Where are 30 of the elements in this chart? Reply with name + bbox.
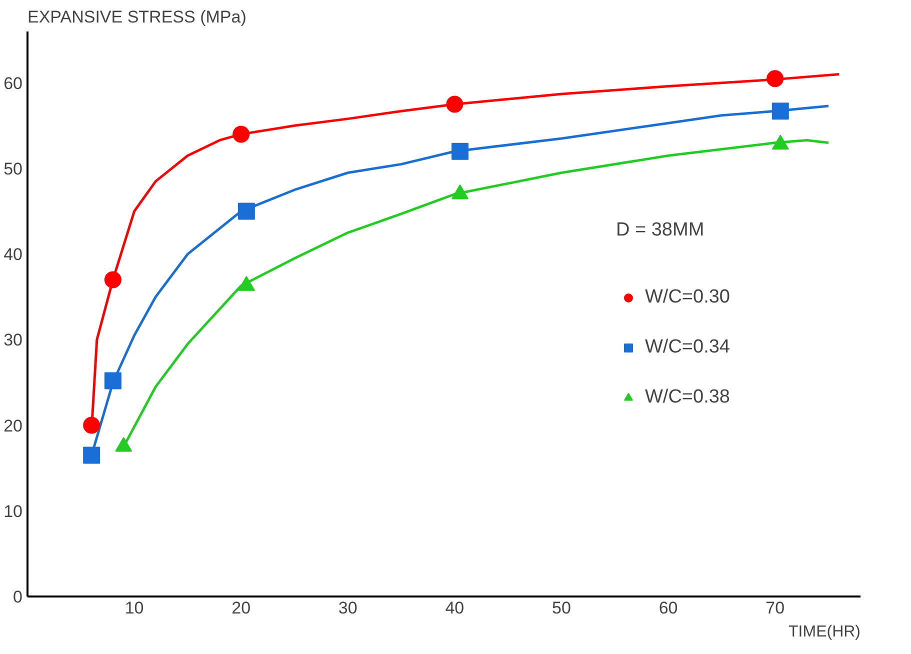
x-tick-label: 30 (338, 598, 358, 618)
x-tick-label: 10 (124, 598, 144, 618)
y-tick-label: 10 (4, 502, 23, 521)
x-tick-label: 60 (658, 598, 678, 618)
legend-label: W/C=0.34 (644, 336, 730, 358)
point (452, 142, 469, 160)
x-axis-title: TIME(HR) (788, 624, 860, 640)
point (238, 202, 255, 220)
point (446, 96, 464, 113)
y-tick-label: 60 (4, 74, 23, 93)
point (772, 102, 789, 120)
legend-label: W/C=0.38 (644, 386, 730, 408)
point (104, 372, 122, 390)
point (232, 126, 250, 143)
point (104, 271, 122, 288)
y-tick-label: 50 (4, 159, 23, 178)
x-tick-label: 40 (445, 598, 464, 618)
y-tick-label: 30 (4, 330, 23, 350)
legend-title: D = 38MM (616, 219, 706, 241)
x-tick-label: 50 (552, 598, 571, 618)
point (83, 446, 100, 464)
legend-label: W/C=0.30 (644, 286, 730, 308)
point (766, 70, 784, 88)
y-tick-label: 0 (13, 588, 23, 606)
y-tick-label: 20 (4, 416, 23, 436)
point (83, 416, 100, 434)
x-tick-label: 20 (232, 598, 251, 618)
x-tick-label: 70 (766, 598, 785, 618)
y-axis-title: EXPANSIVE STRESS (MPa) (28, 8, 246, 26)
y-tick-label: 40 (4, 245, 23, 264)
